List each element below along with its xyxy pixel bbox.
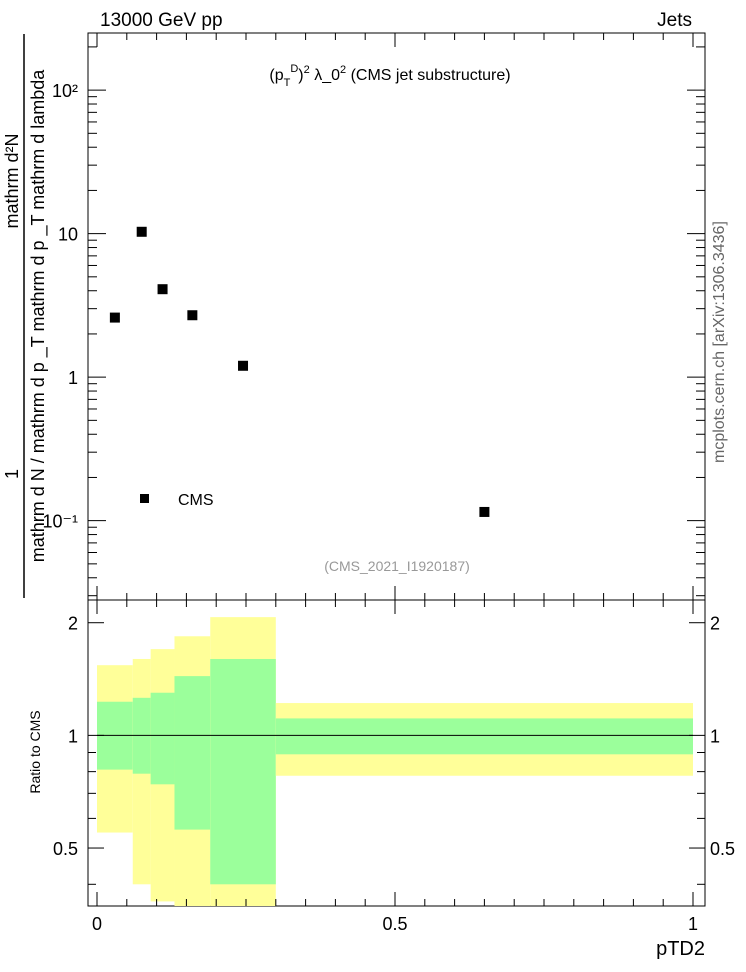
- data-point-5: [479, 506, 490, 517]
- svg-text:mcplots.cern.ch [arXiv:1306.34: mcplots.cern.ch [arXiv:1306.3436]: [711, 221, 728, 463]
- x-axis-label: pTD2: [656, 938, 705, 960]
- ratio-inner-band-5: [275, 718, 693, 755]
- side-label: mcplots.cern.ch [arXiv:1306.3436]: [711, 221, 728, 463]
- ratio-y-tick-label-left-0: 0.5: [53, 839, 78, 859]
- ratio-y-tick-label-right-0: 0.5: [710, 839, 735, 859]
- main-y-tick-label-0: 10⁻¹: [42, 512, 78, 532]
- y-label-top: 1: [2, 469, 22, 479]
- data-point-4: [238, 360, 249, 371]
- ratio-plot-frame: [87, 599, 706, 907]
- energy-label: 13000 GeV pp: [100, 10, 223, 31]
- main-y-tick-label-3: 10²: [52, 81, 78, 101]
- main-y-axis-label: 1 mathrm d N / mathrm d p _T mathrm d p …: [2, 34, 49, 598]
- main-plot-frame: [87, 32, 706, 601]
- main-y-tick-label-1: 1: [68, 368, 78, 388]
- x-tick-label-1: 0.5: [382, 914, 407, 934]
- main-plot-area: [109, 226, 490, 517]
- ratio-inner-band-2: [150, 692, 175, 785]
- ratio-inner-band-3: [174, 676, 211, 830]
- ratio-y-axis-label: Ratio to CMS: [27, 710, 43, 793]
- main-y-tick-label-2: 10: [58, 225, 78, 245]
- ratio-plot-area: [97, 617, 693, 906]
- main-title: (pTD)2 λ_02 (CMS jet substructure): [269, 63, 510, 89]
- y-label-upper: mathrm d²N: [2, 133, 22, 228]
- ratio-y-tick-label-right-2: 2: [710, 614, 720, 634]
- ratio-y-tick-label-left-2: 2: [68, 614, 78, 634]
- legend-label: CMS: [178, 492, 214, 509]
- ratio-y-tick-label-left-1: 1: [68, 726, 78, 746]
- ratio-inner-band-4: [210, 658, 276, 885]
- svg-text:Ratio to CMS: Ratio to CMS: [27, 710, 43, 793]
- legend-marker: [140, 494, 149, 503]
- data-point-0: [109, 312, 120, 323]
- ratio-y-tick-label-right-1: 1: [710, 726, 720, 746]
- x-tick-label-0: 0: [92, 914, 102, 934]
- axes: 0 0.5 1 10⁻¹ 1 10 10² 0.5 0.5 1 1 2 2: [42, 33, 735, 934]
- process-label: Jets: [657, 10, 692, 31]
- data-point-3: [187, 310, 198, 321]
- svg-text:(pTD)2 λ_02 (CMS jet substruct: (pTD)2 λ_02 (CMS jet substructure): [269, 63, 510, 89]
- data-point-1: [136, 226, 147, 237]
- x-tick-label-2: 1: [688, 914, 698, 934]
- analysis-id: (CMS_2021_I1920187): [324, 558, 470, 574]
- y-label-denominator: mathrm d N / mathrm d p _T mathrm d p _T…: [28, 69, 49, 562]
- data-point-2: [157, 284, 168, 295]
